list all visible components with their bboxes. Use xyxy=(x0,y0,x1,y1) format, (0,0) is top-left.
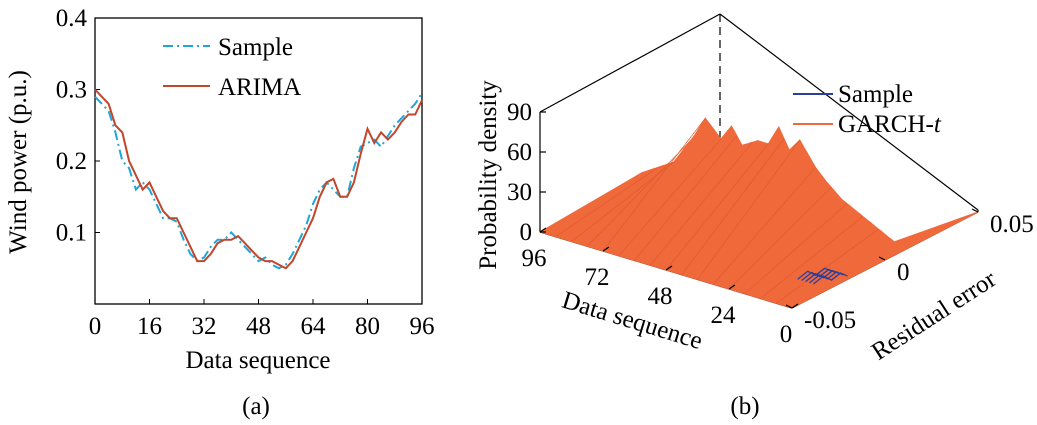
x-tick-label: 48 xyxy=(648,283,673,310)
mesh-line xyxy=(681,138,785,275)
mesh-line xyxy=(697,139,801,280)
z-tick-label: 90 xyxy=(507,99,532,126)
sample-density-lines xyxy=(797,267,848,285)
mesh-line xyxy=(744,203,848,295)
z-tick-label: 60 xyxy=(507,139,532,166)
x-tick-label: 80 xyxy=(355,313,380,340)
x-tick-label: 48 xyxy=(246,313,271,340)
x-tick-label: 64 xyxy=(301,313,327,340)
mesh-line xyxy=(712,167,816,285)
x-tick-label: 16 xyxy=(137,313,162,340)
x-tick-mark xyxy=(602,246,610,252)
mesh-line xyxy=(618,138,722,256)
mesh-line xyxy=(776,228,879,304)
x-tick-label: 96 xyxy=(410,313,435,340)
box-top-right-edge xyxy=(719,13,979,211)
legend-label-sample: Sample xyxy=(218,34,293,61)
garch-t-density-surface xyxy=(538,117,979,309)
mesh-line xyxy=(602,117,706,252)
panel-a-x-axis-label: Data sequence xyxy=(185,347,330,374)
panel-b-x-axis-label: Data sequence xyxy=(559,287,706,355)
legend-label-garch: GARCH-t xyxy=(838,111,942,138)
x-tick-label: 0 xyxy=(89,313,102,340)
y-tick-label: 0.3 xyxy=(56,77,87,104)
panel-b-3d-surface: 96 72 48 24 0 -0.05 0 0.05 0 30 60 90 Sample GARC… xyxy=(475,13,1034,420)
x-tick-mark xyxy=(539,227,547,233)
panel-b-x-ticks: 96 72 48 24 0 xyxy=(522,227,799,348)
series-line-sample xyxy=(94,92,423,270)
mesh-line xyxy=(649,142,753,266)
x-tick-label: 32 xyxy=(192,313,217,340)
y-tick-mark xyxy=(878,256,886,261)
y-tick-label: 0 xyxy=(897,259,910,286)
x-tick-mark xyxy=(665,265,673,271)
x-tick-label: 24 xyxy=(711,302,737,329)
legend-label-sample-b: Sample xyxy=(838,81,913,108)
mesh-line xyxy=(665,143,769,271)
box-top-back-edge xyxy=(539,13,721,113)
panel-a-caption: (a) xyxy=(242,393,270,420)
legend-label-arima: ARIMA xyxy=(218,74,301,101)
panel-b-y-axis-label: Residual error xyxy=(867,265,1002,366)
panel-b-y-ticks: -0.05 0 0.05 xyxy=(785,208,1034,334)
x-tick-label: 72 xyxy=(585,264,610,291)
x-tick-label: 0 xyxy=(780,321,793,348)
panel-a-y-ticks: 0.1 0.2 0.3 0.4 xyxy=(56,5,100,247)
z-tick-label: 0 xyxy=(520,219,533,246)
panel-a-line-chart: 0 16 32 48 64 80 96 0.10.20.30.4 Sample ARIMA … xyxy=(5,5,435,420)
panel-b-z-ticks: 0 30 60 90 xyxy=(507,99,546,246)
panel-b-caption: (b) xyxy=(730,393,759,420)
y-tick-mark xyxy=(785,304,793,309)
mesh-line xyxy=(760,216,864,299)
panel-b-legend: Sample GARCH-t xyxy=(793,81,942,138)
x-tick-mark xyxy=(728,284,736,290)
y-tick-label: 0.2 xyxy=(56,148,87,175)
mesh-line xyxy=(728,187,832,290)
mesh-line xyxy=(634,135,738,261)
mesh-line xyxy=(555,166,659,238)
panel-a-series-lines xyxy=(94,88,423,270)
surface-mesh-lines xyxy=(555,117,879,304)
panel-a-x-ticks: 0 16 32 48 64 80 96 xyxy=(89,299,435,340)
y-tick-label: 0.05 xyxy=(990,211,1034,238)
y-tick-label: 0.1 xyxy=(56,220,87,247)
mesh-line xyxy=(586,141,690,247)
x-tick-label: 96 xyxy=(522,245,547,272)
panel-a-y-axis-label: Wind power (p.u.) xyxy=(5,70,32,254)
series-line-arima xyxy=(94,88,423,270)
z-tick-label: 30 xyxy=(507,179,532,206)
y-tick-mark xyxy=(971,208,979,213)
panel-b-z-axis-label: Probability density xyxy=(475,80,502,270)
panel-a-legend: Sample ARIMA xyxy=(163,34,301,101)
x-tick-mark xyxy=(791,303,799,309)
y-tick-label: 0.4 xyxy=(56,5,88,32)
y-tick-label: -0.05 xyxy=(804,307,856,334)
sample-density-line xyxy=(797,267,832,280)
